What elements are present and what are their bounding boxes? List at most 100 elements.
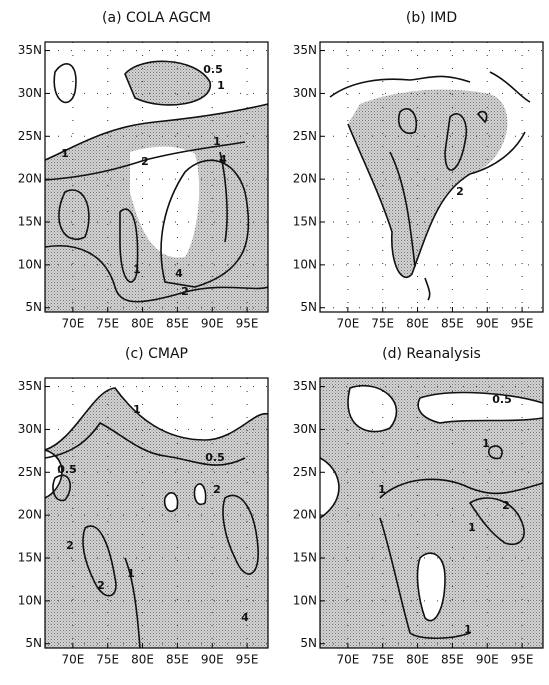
contour-line xyxy=(58,189,90,240)
panel-title: (b) IMD xyxy=(406,10,457,26)
lon-tick-label: 95E xyxy=(236,317,259,331)
lon-tick-label: 95E xyxy=(511,653,534,667)
lat-tick-label: 25N xyxy=(293,465,317,479)
lon-tick-label: 85E xyxy=(166,653,189,667)
contour-label: 0.5 xyxy=(57,463,77,476)
contour-label: 1 xyxy=(61,147,69,160)
contour-label: 4 xyxy=(219,153,227,166)
lon-tick-label: 90E xyxy=(201,317,224,331)
lon-tick-label: 75E xyxy=(371,653,394,667)
contour-line xyxy=(44,245,269,303)
lon-tick-label: 95E xyxy=(511,317,534,331)
lat-tick-label: 15N xyxy=(293,551,317,565)
contour-line xyxy=(417,391,544,424)
lat-tick-label: 20N xyxy=(18,508,42,522)
contour-label: 0.5 xyxy=(203,63,223,76)
panel-title: (d) Reanalysis xyxy=(382,346,481,362)
lon-tick-label: 80E xyxy=(406,653,429,667)
lon-tick-label: 70E xyxy=(61,653,84,667)
unshaded-area xyxy=(130,146,200,258)
contour-line xyxy=(222,494,259,575)
shaded-area xyxy=(45,388,268,648)
contour-line xyxy=(389,151,416,268)
contour-line xyxy=(329,71,531,103)
contour-label: 0.5 xyxy=(205,451,225,464)
lon-tick-label: 75E xyxy=(96,653,119,667)
lon-tick-label: 90E xyxy=(201,653,224,667)
lon-tick-label: 75E xyxy=(371,317,394,331)
lat-tick-label: 35N xyxy=(293,379,317,393)
lat-tick-label: 20N xyxy=(18,172,42,186)
lon-tick-label: 85E xyxy=(441,317,464,331)
unshaded-area xyxy=(417,553,445,621)
lat-tick-label: 35N xyxy=(293,43,317,57)
lat-tick-label: 15N xyxy=(18,551,42,565)
shaded-area xyxy=(348,89,508,278)
contour-label: 1 xyxy=(217,79,225,92)
unshaded-area xyxy=(194,483,206,505)
map-panel: 5N 10N 15N 20N 25N 30N 35N 70E 75E 80E 85E 90E 95E 2 (… xyxy=(293,10,544,331)
lat-tick-label: 25N xyxy=(18,129,42,143)
contour-line xyxy=(160,159,250,288)
lat-tick-label: 5N xyxy=(25,300,42,314)
lat-tick-label: 20N xyxy=(293,172,317,186)
lat-tick-label: 10N xyxy=(18,257,42,271)
map-frame xyxy=(319,41,544,313)
contour-label: 1 xyxy=(464,623,472,636)
contour-line xyxy=(397,108,418,134)
shaded-area xyxy=(320,378,543,648)
lat-tick-label: 30N xyxy=(18,86,42,100)
contour-label: 1 xyxy=(213,135,221,148)
unshaded-area xyxy=(164,492,178,512)
contour-line xyxy=(124,557,141,649)
lon-tick-label: 80E xyxy=(406,317,429,331)
lat-tick-label: 35N xyxy=(18,43,42,57)
contour-label: 2 xyxy=(213,483,221,496)
lon-tick-label: 80E xyxy=(131,653,154,667)
contour-label: 2 xyxy=(502,499,510,512)
lat-tick-label: 20N xyxy=(293,508,317,522)
contour-label: 1 xyxy=(468,521,476,534)
contour-line xyxy=(444,113,468,171)
lat-tick-label: 25N xyxy=(293,129,317,143)
panel-title: (a) COLA AGCM xyxy=(102,10,211,26)
lat-tick-label: 15N xyxy=(18,215,42,229)
unshaded-area xyxy=(418,392,543,423)
lon-tick-label: 85E xyxy=(441,653,464,667)
contour-line xyxy=(44,421,246,466)
contour-label: 2 xyxy=(97,579,105,592)
map-panel: 5N 10N 15N 20N 25N 30N 35N 70E 75E 80E 85E 90E 95E 0.… xyxy=(293,346,544,667)
unshaded-area xyxy=(348,385,397,432)
contour-line xyxy=(424,277,431,301)
lat-tick-label: 30N xyxy=(18,422,42,436)
lon-tick-label: 70E xyxy=(336,653,359,667)
panel-title: (c) CMAP xyxy=(125,346,188,362)
lon-tick-label: 70E xyxy=(336,317,359,331)
map-frame xyxy=(44,377,269,649)
contour-line xyxy=(468,497,525,545)
contour-label: 2 xyxy=(66,539,74,552)
contour-line xyxy=(44,449,63,499)
lon-tick-label: 75E xyxy=(96,317,119,331)
contour-line xyxy=(44,103,269,161)
contour-line xyxy=(82,525,117,597)
lon-tick-label: 85E xyxy=(166,317,189,331)
contour-label: 4 xyxy=(175,267,183,280)
lat-tick-label: 5N xyxy=(300,300,317,314)
lat-tick-label: 35N xyxy=(18,379,42,393)
map-panel: 5N 10N 15N 20N 25N 30N 35N 70E 75E 80E 85E 90E 95E 1 0… xyxy=(18,346,269,667)
map-panel: 5N 10N 15N 20N 25N 30N 35N 70E 75E 80E 85E 90E 95E 0.… xyxy=(18,10,269,331)
contour-label: 0.5 xyxy=(492,393,512,406)
contour-label: 1 xyxy=(482,437,490,450)
contour-label: 2 xyxy=(456,185,464,198)
lat-tick-label: 10N xyxy=(293,257,317,271)
map-frame xyxy=(44,41,269,313)
lat-tick-label: 5N xyxy=(300,636,317,650)
lat-tick-label: 5N xyxy=(25,636,42,650)
contour-line xyxy=(379,478,544,499)
contour-line xyxy=(476,110,488,124)
lon-tick-label: 90E xyxy=(476,317,499,331)
contour-line xyxy=(52,474,71,502)
contour-label: 1 xyxy=(133,403,141,416)
lat-tick-label: 30N xyxy=(293,86,317,100)
